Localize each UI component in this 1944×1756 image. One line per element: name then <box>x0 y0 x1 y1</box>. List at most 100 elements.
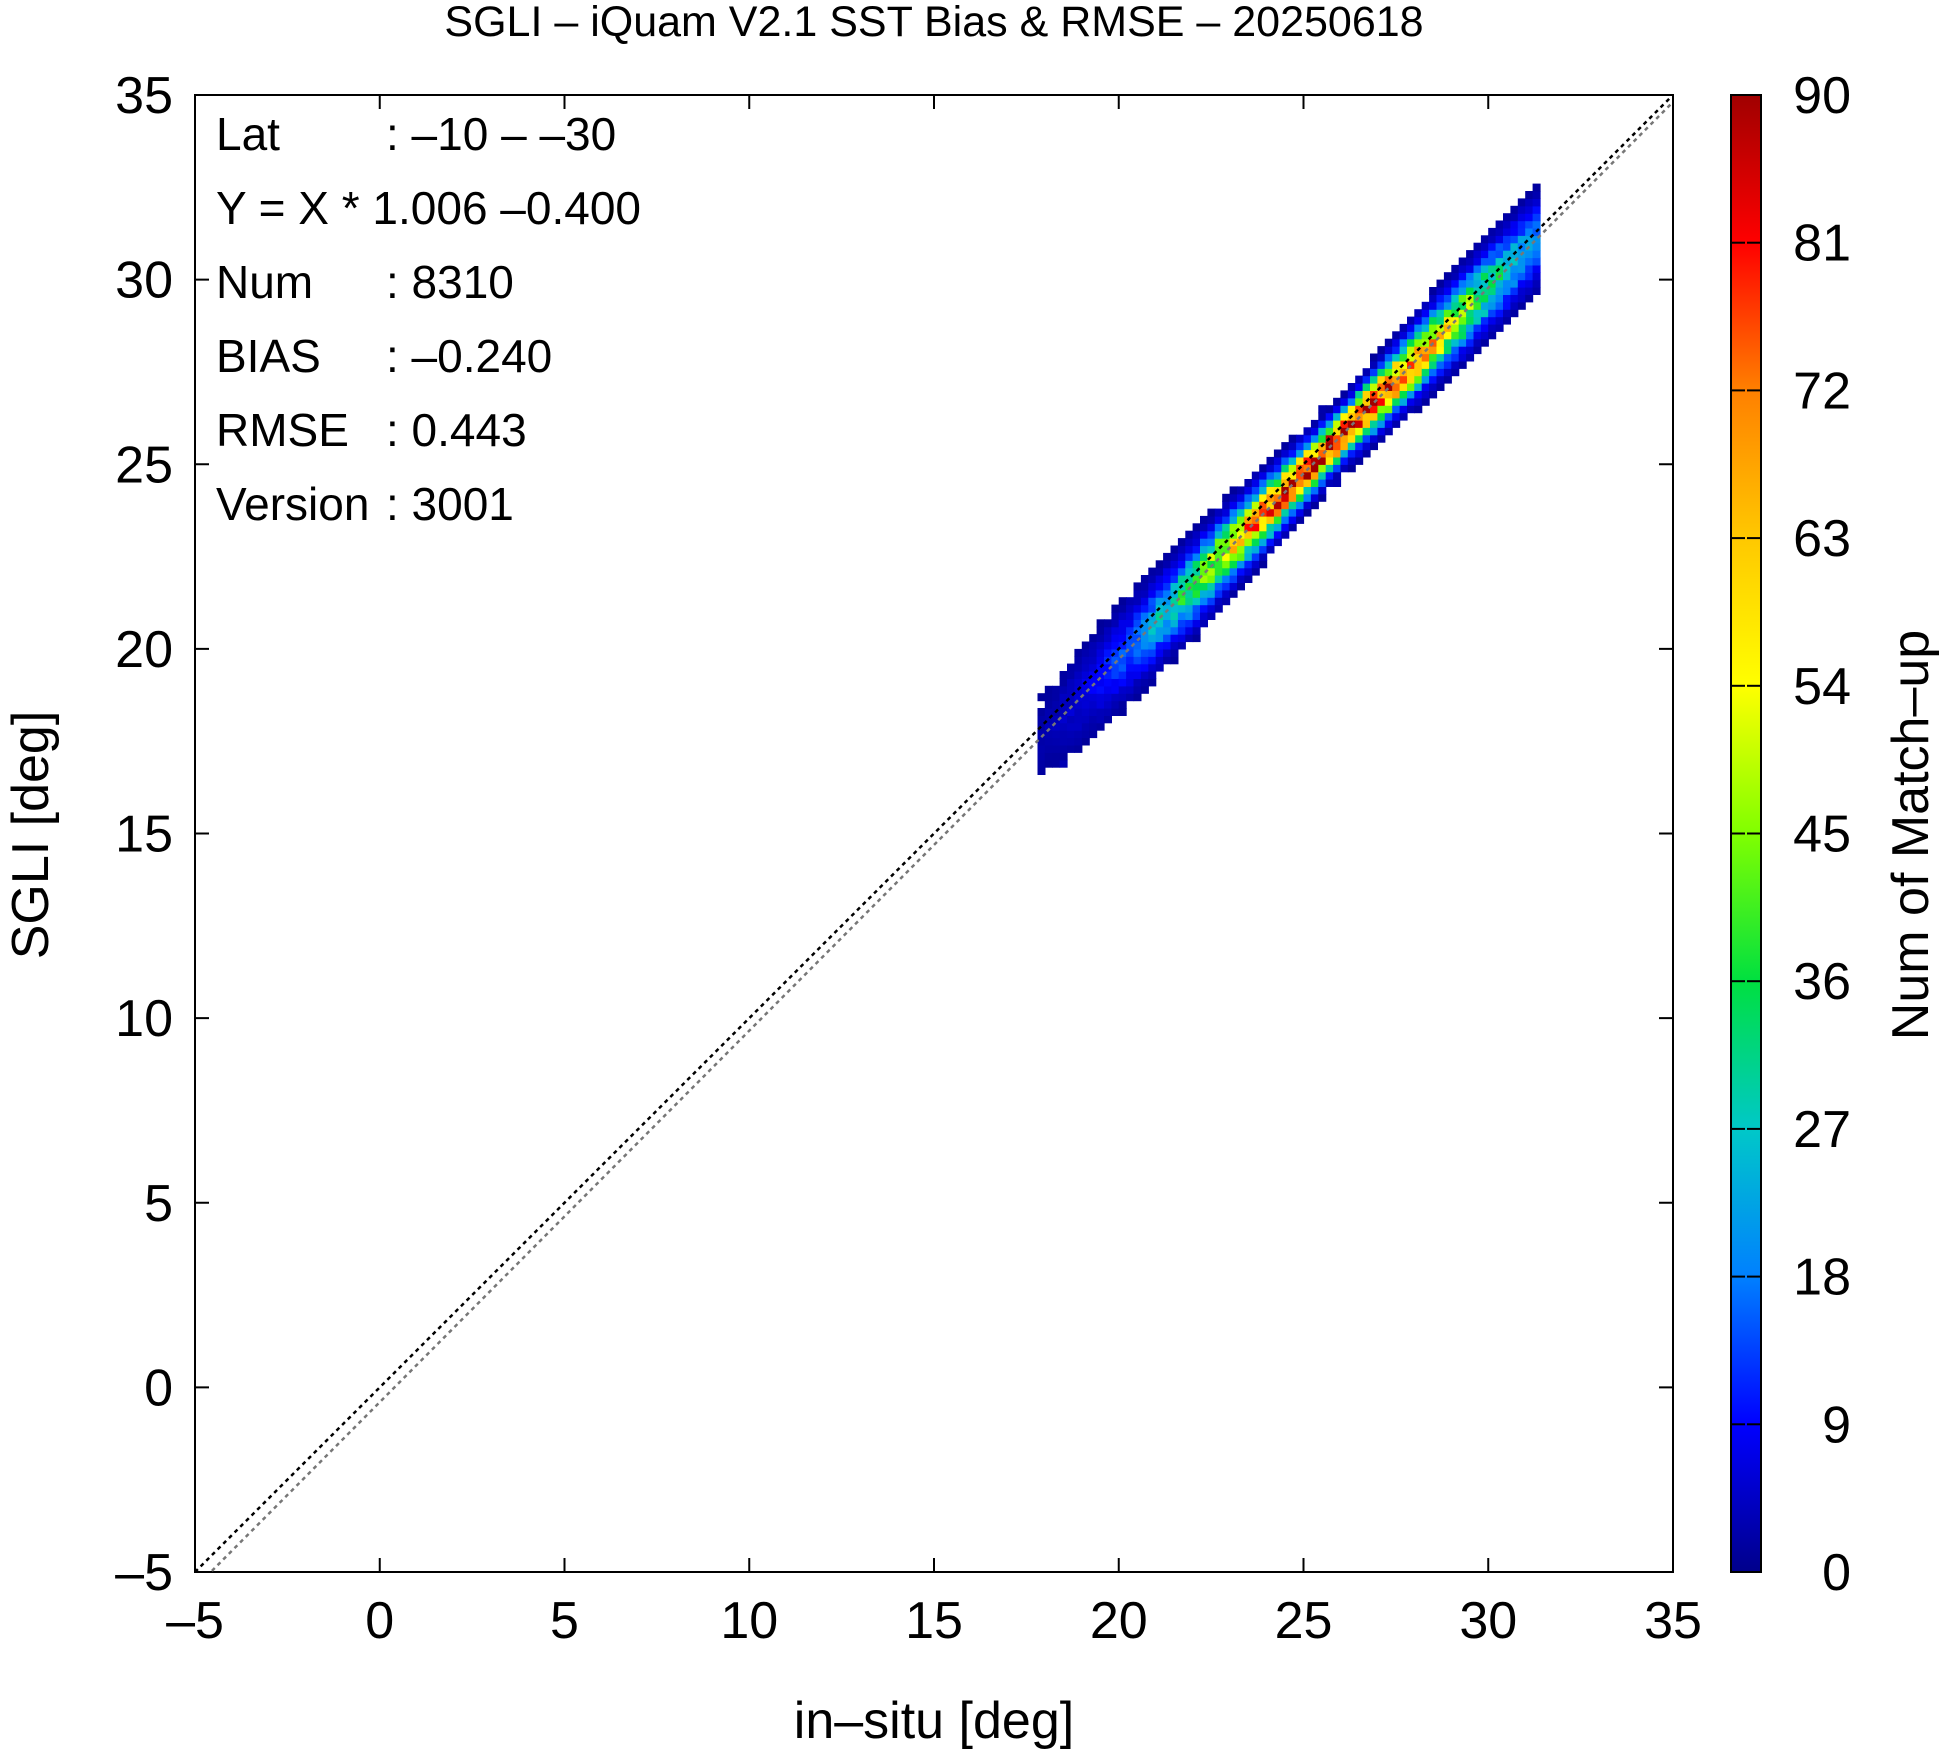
x-axis-label: in–situ [deg] <box>794 1692 1074 1750</box>
density-cell <box>1377 346 1386 355</box>
density-cell <box>1517 205 1526 214</box>
density-cell <box>1355 390 1364 399</box>
density-cell <box>1340 390 1349 399</box>
density-cell <box>1510 309 1519 318</box>
density-cell <box>1177 597 1186 606</box>
density-cell <box>1059 678 1068 687</box>
density-cell <box>1111 708 1120 716</box>
density-cell <box>1407 323 1415 332</box>
density-cell <box>1104 626 1112 635</box>
density-cell <box>1200 604 1208 613</box>
density-cell <box>1458 301 1467 310</box>
density-cell <box>1155 626 1164 635</box>
stat-label: RMSE <box>216 404 349 456</box>
density-cell <box>1140 648 1149 657</box>
density-cell <box>1133 678 1142 687</box>
density-cell <box>1214 597 1223 606</box>
density-cell <box>1148 641 1157 650</box>
density-cell <box>1377 360 1386 369</box>
density-cell <box>1488 227 1497 236</box>
density-cell <box>1259 538 1268 547</box>
density-cell <box>1466 264 1475 273</box>
density-cell <box>1200 575 1208 583</box>
density-cell <box>1525 250 1534 259</box>
stat-value: : –10 – –30 <box>386 108 616 160</box>
density-cell <box>1288 471 1297 480</box>
density-cell <box>1288 508 1297 517</box>
density-cell <box>1177 604 1186 613</box>
density-cell <box>1362 375 1371 384</box>
density-cell <box>1362 427 1371 436</box>
density-cell <box>1517 294 1526 303</box>
density-cell <box>1495 257 1504 266</box>
density-cell <box>1259 486 1268 495</box>
density-cell <box>1133 589 1142 598</box>
density-cell <box>1503 250 1511 259</box>
density-cell <box>1104 708 1112 716</box>
density-cell <box>1347 442 1356 451</box>
density-cell <box>1281 515 1290 524</box>
density-cell <box>1096 722 1105 731</box>
density-cell <box>1503 272 1511 281</box>
density-cell <box>1510 220 1519 229</box>
density-cell <box>1443 309 1452 318</box>
density-cell <box>1148 656 1157 665</box>
density-cell <box>1429 375 1438 384</box>
density-cell <box>1133 663 1142 672</box>
density-cell <box>1399 360 1408 369</box>
density-cell <box>1414 390 1423 399</box>
density-cell <box>1303 486 1312 495</box>
density-cell <box>1370 360 1378 369</box>
density-cell <box>1488 287 1497 295</box>
density-cell <box>1251 552 1260 561</box>
density-cell <box>1237 508 1245 517</box>
density-cell <box>1096 700 1105 709</box>
density-cell <box>1377 419 1386 428</box>
density-cell <box>1118 656 1127 665</box>
chart-title: SGLI – iQuam V2.1 SST Bias & RMSE – 2025… <box>444 0 1423 46</box>
density-cell <box>1488 242 1497 251</box>
density-cell <box>1384 338 1393 347</box>
density-cell <box>1222 501 1231 510</box>
density-cell <box>1148 567 1157 576</box>
density-cell <box>1318 486 1327 495</box>
density-cell <box>1503 309 1511 318</box>
density-cell <box>1303 427 1312 436</box>
density-cell <box>1266 464 1275 473</box>
density-cell <box>1163 626 1172 635</box>
density-cell <box>1451 323 1460 332</box>
density-cell <box>1207 515 1216 524</box>
density-cell <box>1288 493 1297 502</box>
density-cell <box>1148 582 1157 591</box>
density-cell <box>1384 419 1393 428</box>
density-cell <box>1192 545 1201 554</box>
density-cell <box>1458 338 1467 347</box>
density-cell <box>1229 567 1238 576</box>
density-cell <box>1296 434 1305 443</box>
density-cell <box>1118 700 1127 709</box>
density-cell <box>1111 612 1120 620</box>
density-cell <box>1392 375 1401 384</box>
colorbar-tick-label: 0 <box>1822 1544 1851 1602</box>
density-cell <box>1244 552 1253 561</box>
density-cell <box>1067 685 1075 694</box>
density-cell <box>1303 508 1312 517</box>
density-cell <box>1451 368 1460 377</box>
density-cell <box>1525 235 1534 244</box>
density-cell <box>1325 479 1334 487</box>
density-cell <box>1207 508 1216 517</box>
density-cell <box>1273 464 1282 473</box>
x-tick-label: 20 <box>1090 1592 1148 1650</box>
density-cell <box>1044 685 1053 694</box>
density-cell <box>1222 597 1231 606</box>
density-cell <box>1347 397 1356 406</box>
density-cell <box>1155 597 1164 606</box>
density-cell <box>1074 648 1083 657</box>
density-cell <box>1310 427 1319 436</box>
density-cell <box>1244 508 1253 517</box>
density-cell <box>1140 685 1149 694</box>
density-cell <box>1222 523 1231 532</box>
density-cell <box>1525 264 1534 273</box>
density-cell <box>1044 700 1053 709</box>
density-cell <box>1451 331 1460 340</box>
